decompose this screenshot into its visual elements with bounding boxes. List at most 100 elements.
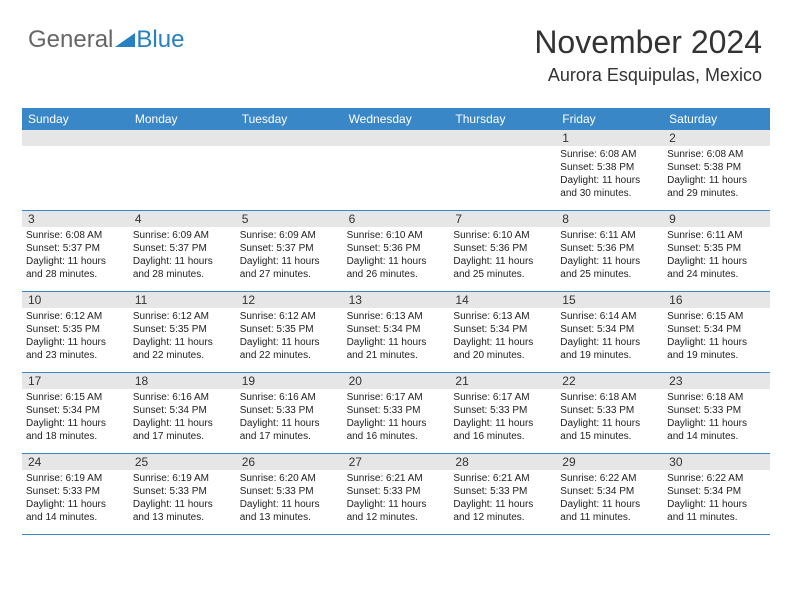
day-details bbox=[449, 146, 556, 152]
sunrise-text: Sunrise: 6:17 AM bbox=[453, 391, 552, 404]
day-number: 27 bbox=[343, 454, 450, 470]
day-number: 17 bbox=[22, 373, 129, 389]
day-details bbox=[236, 146, 343, 152]
day-cell: 29Sunrise: 6:22 AMSunset: 5:34 PMDayligh… bbox=[556, 454, 663, 534]
day-cell: 26Sunrise: 6:20 AMSunset: 5:33 PMDayligh… bbox=[236, 454, 343, 534]
day-cell: 24Sunrise: 6:19 AMSunset: 5:33 PMDayligh… bbox=[22, 454, 129, 534]
daylight-text: Daylight: 11 hours and 23 minutes. bbox=[26, 336, 125, 362]
day-details: Sunrise: 6:10 AMSunset: 5:36 PMDaylight:… bbox=[343, 227, 450, 285]
daylight-text: Daylight: 11 hours and 27 minutes. bbox=[240, 255, 339, 281]
sunset-text: Sunset: 5:33 PM bbox=[347, 485, 446, 498]
day-cell: 28Sunrise: 6:21 AMSunset: 5:33 PMDayligh… bbox=[449, 454, 556, 534]
sunset-text: Sunset: 5:35 PM bbox=[240, 323, 339, 336]
day-details: Sunrise: 6:18 AMSunset: 5:33 PMDaylight:… bbox=[556, 389, 663, 447]
daylight-text: Daylight: 11 hours and 16 minutes. bbox=[347, 417, 446, 443]
sunset-text: Sunset: 5:37 PM bbox=[133, 242, 232, 255]
daylight-text: Daylight: 11 hours and 12 minutes. bbox=[347, 498, 446, 524]
sunrise-text: Sunrise: 6:10 AM bbox=[347, 229, 446, 242]
day-cell: 2Sunrise: 6:08 AMSunset: 5:38 PMDaylight… bbox=[663, 130, 770, 210]
day-details: Sunrise: 6:15 AMSunset: 5:34 PMDaylight:… bbox=[22, 389, 129, 447]
day-cell: 25Sunrise: 6:19 AMSunset: 5:33 PMDayligh… bbox=[129, 454, 236, 534]
day-cell: 3Sunrise: 6:08 AMSunset: 5:37 PMDaylight… bbox=[22, 211, 129, 291]
sunrise-text: Sunrise: 6:22 AM bbox=[667, 472, 766, 485]
sunset-text: Sunset: 5:34 PM bbox=[667, 323, 766, 336]
day-cell: 4Sunrise: 6:09 AMSunset: 5:37 PMDaylight… bbox=[129, 211, 236, 291]
day-details: Sunrise: 6:21 AMSunset: 5:33 PMDaylight:… bbox=[343, 470, 450, 528]
sunset-text: Sunset: 5:33 PM bbox=[240, 404, 339, 417]
day-number: 9 bbox=[663, 211, 770, 227]
day-cell: 23Sunrise: 6:18 AMSunset: 5:33 PMDayligh… bbox=[663, 373, 770, 453]
weekday-header-row: Sunday Monday Tuesday Wednesday Thursday… bbox=[22, 108, 770, 130]
day-number: 26 bbox=[236, 454, 343, 470]
daylight-text: Daylight: 11 hours and 19 minutes. bbox=[667, 336, 766, 362]
daylight-text: Daylight: 11 hours and 13 minutes. bbox=[133, 498, 232, 524]
location-label: Aurora Esquipulas, Mexico bbox=[534, 65, 762, 86]
sunrise-text: Sunrise: 6:12 AM bbox=[26, 310, 125, 323]
daylight-text: Daylight: 11 hours and 22 minutes. bbox=[240, 336, 339, 362]
day-details: Sunrise: 6:14 AMSunset: 5:34 PMDaylight:… bbox=[556, 308, 663, 366]
day-details: Sunrise: 6:22 AMSunset: 5:34 PMDaylight:… bbox=[556, 470, 663, 528]
day-cell: 7Sunrise: 6:10 AMSunset: 5:36 PMDaylight… bbox=[449, 211, 556, 291]
day-details: Sunrise: 6:09 AMSunset: 5:37 PMDaylight:… bbox=[129, 227, 236, 285]
daylight-text: Daylight: 11 hours and 17 minutes. bbox=[133, 417, 232, 443]
day-details: Sunrise: 6:15 AMSunset: 5:34 PMDaylight:… bbox=[663, 308, 770, 366]
sunset-text: Sunset: 5:34 PM bbox=[133, 404, 232, 417]
day-cell: 15Sunrise: 6:14 AMSunset: 5:34 PMDayligh… bbox=[556, 292, 663, 372]
day-details: Sunrise: 6:16 AMSunset: 5:34 PMDaylight:… bbox=[129, 389, 236, 447]
weekday-header: Wednesday bbox=[343, 108, 450, 130]
sunset-text: Sunset: 5:33 PM bbox=[26, 485, 125, 498]
day-details: Sunrise: 6:13 AMSunset: 5:34 PMDaylight:… bbox=[343, 308, 450, 366]
day-number: 12 bbox=[236, 292, 343, 308]
daylight-text: Daylight: 11 hours and 25 minutes. bbox=[560, 255, 659, 281]
week-row: 3Sunrise: 6:08 AMSunset: 5:37 PMDaylight… bbox=[22, 211, 770, 292]
weekday-header: Monday bbox=[129, 108, 236, 130]
daylight-text: Daylight: 11 hours and 26 minutes. bbox=[347, 255, 446, 281]
day-cell: 27Sunrise: 6:21 AMSunset: 5:33 PMDayligh… bbox=[343, 454, 450, 534]
day-number: 2 bbox=[663, 130, 770, 146]
day-number: 18 bbox=[129, 373, 236, 389]
day-details: Sunrise: 6:08 AMSunset: 5:38 PMDaylight:… bbox=[663, 146, 770, 204]
daylight-text: Daylight: 11 hours and 14 minutes. bbox=[26, 498, 125, 524]
day-number: 20 bbox=[343, 373, 450, 389]
day-number bbox=[449, 130, 556, 146]
sunrise-text: Sunrise: 6:08 AM bbox=[560, 148, 659, 161]
day-details: Sunrise: 6:08 AMSunset: 5:38 PMDaylight:… bbox=[556, 146, 663, 204]
daylight-text: Daylight: 11 hours and 20 minutes. bbox=[453, 336, 552, 362]
sunrise-text: Sunrise: 6:19 AM bbox=[133, 472, 232, 485]
day-cell bbox=[129, 130, 236, 210]
day-details: Sunrise: 6:18 AMSunset: 5:33 PMDaylight:… bbox=[663, 389, 770, 447]
sunrise-text: Sunrise: 6:10 AM bbox=[453, 229, 552, 242]
sunrise-text: Sunrise: 6:09 AM bbox=[133, 229, 232, 242]
sunset-text: Sunset: 5:34 PM bbox=[560, 323, 659, 336]
day-number: 21 bbox=[449, 373, 556, 389]
day-details: Sunrise: 6:12 AMSunset: 5:35 PMDaylight:… bbox=[22, 308, 129, 366]
day-cell: 18Sunrise: 6:16 AMSunset: 5:34 PMDayligh… bbox=[129, 373, 236, 453]
day-details bbox=[343, 146, 450, 152]
sunset-text: Sunset: 5:38 PM bbox=[560, 161, 659, 174]
day-cell: 11Sunrise: 6:12 AMSunset: 5:35 PMDayligh… bbox=[129, 292, 236, 372]
day-details: Sunrise: 6:17 AMSunset: 5:33 PMDaylight:… bbox=[449, 389, 556, 447]
day-number: 3 bbox=[22, 211, 129, 227]
day-number: 24 bbox=[22, 454, 129, 470]
sunset-text: Sunset: 5:35 PM bbox=[26, 323, 125, 336]
sunset-text: Sunset: 5:37 PM bbox=[240, 242, 339, 255]
daylight-text: Daylight: 11 hours and 12 minutes. bbox=[453, 498, 552, 524]
daylight-text: Daylight: 11 hours and 19 minutes. bbox=[560, 336, 659, 362]
day-number: 11 bbox=[129, 292, 236, 308]
sunrise-text: Sunrise: 6:16 AM bbox=[133, 391, 232, 404]
day-cell: 6Sunrise: 6:10 AMSunset: 5:36 PMDaylight… bbox=[343, 211, 450, 291]
day-cell bbox=[236, 130, 343, 210]
month-title: November 2024 bbox=[534, 24, 762, 61]
day-cell: 9Sunrise: 6:11 AMSunset: 5:35 PMDaylight… bbox=[663, 211, 770, 291]
logo-text-2: Blue bbox=[136, 26, 184, 54]
sunrise-text: Sunrise: 6:21 AM bbox=[347, 472, 446, 485]
sunset-text: Sunset: 5:34 PM bbox=[453, 323, 552, 336]
sunset-text: Sunset: 5:34 PM bbox=[560, 485, 659, 498]
day-number: 7 bbox=[449, 211, 556, 227]
sunrise-text: Sunrise: 6:16 AM bbox=[240, 391, 339, 404]
day-cell: 13Sunrise: 6:13 AMSunset: 5:34 PMDayligh… bbox=[343, 292, 450, 372]
day-details: Sunrise: 6:08 AMSunset: 5:37 PMDaylight:… bbox=[22, 227, 129, 285]
day-number: 5 bbox=[236, 211, 343, 227]
week-row: 1Sunrise: 6:08 AMSunset: 5:38 PMDaylight… bbox=[22, 130, 770, 211]
day-number: 14 bbox=[449, 292, 556, 308]
